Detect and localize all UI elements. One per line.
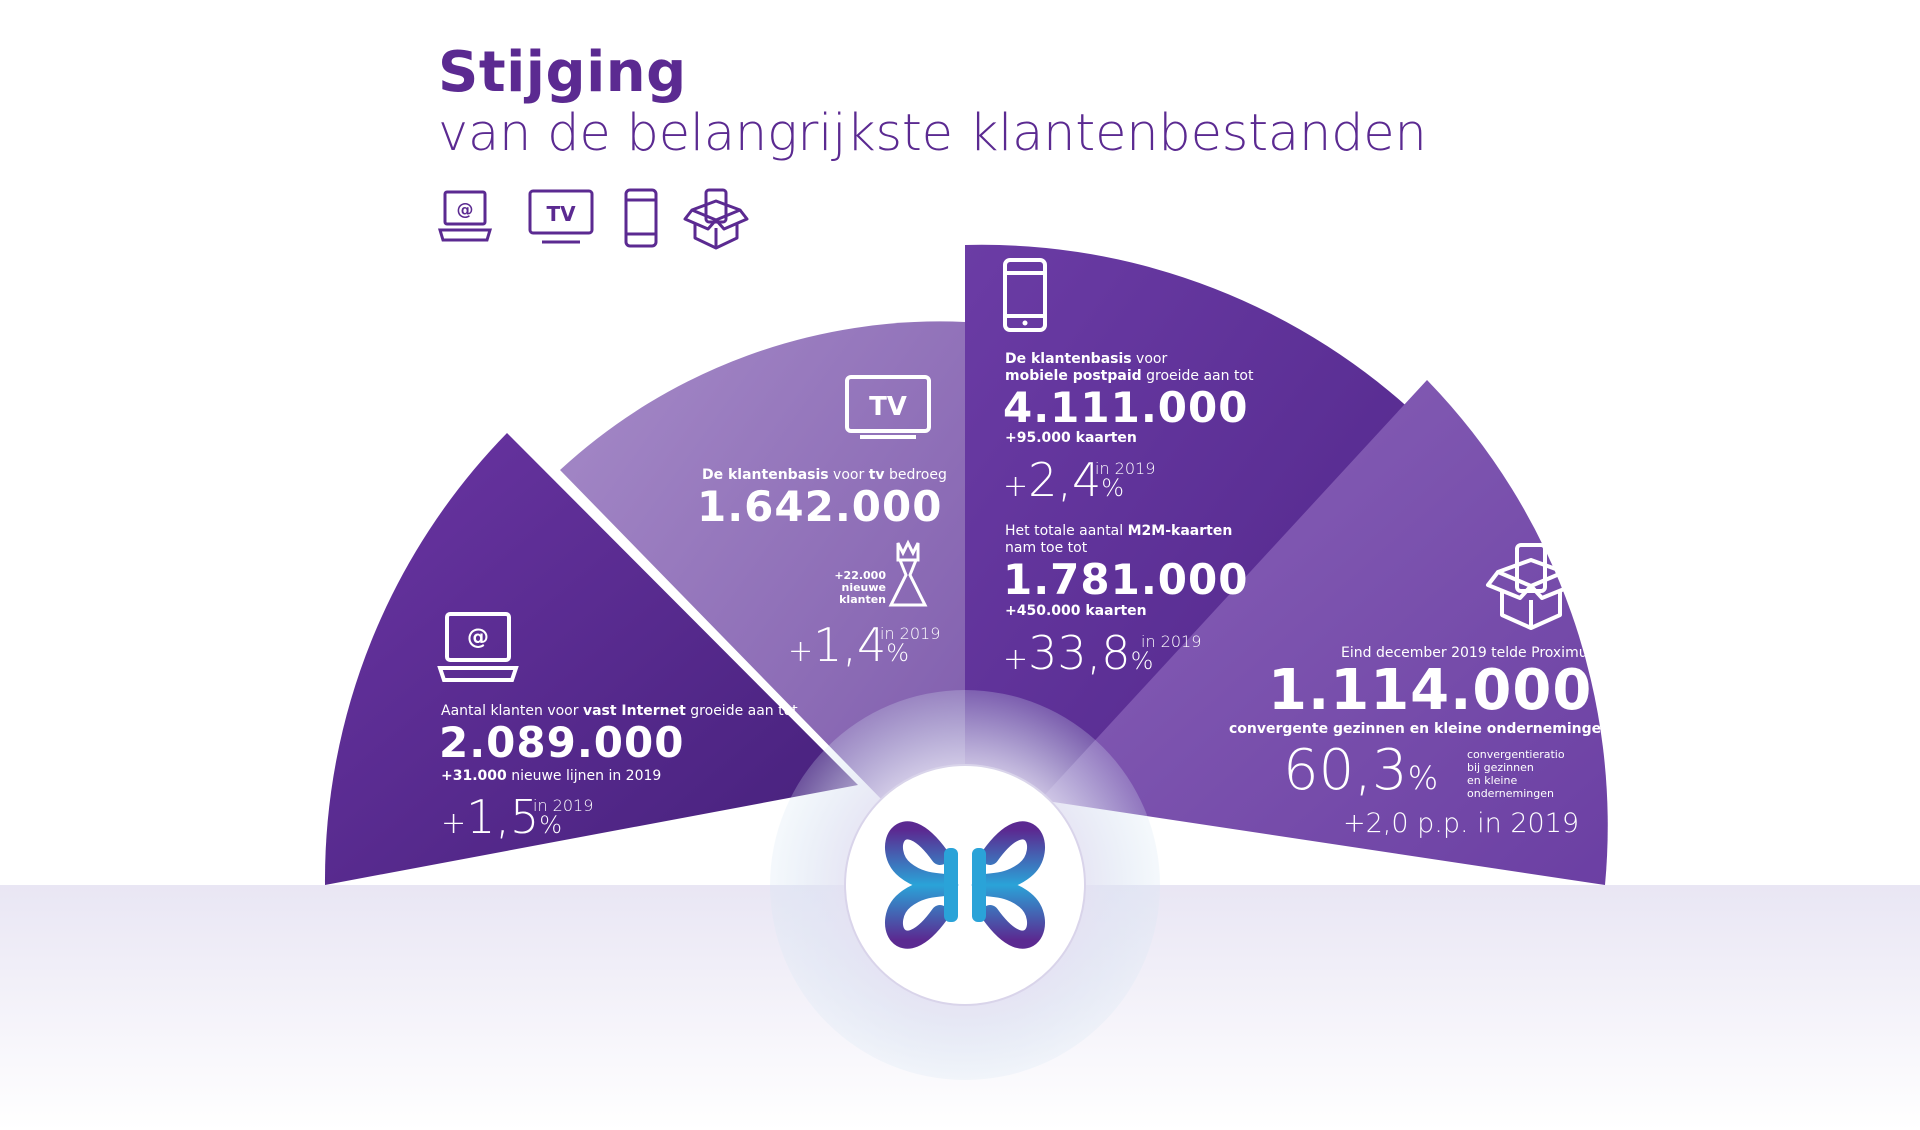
tv-icon-label: TV (869, 392, 907, 422)
mobile-value: 4.111.000 (1003, 383, 1249, 432)
tv-value: 1.642.000 (697, 482, 943, 531)
mobile-sub: +95.000 kaarten (1005, 430, 1137, 446)
convergent-ratio-note: convergentieratio bij gezinnen en kleine… (1467, 748, 1565, 800)
internet-label-pre: Aantal klanten voor (441, 703, 583, 719)
mobile-growth-pct: 2,4 (1028, 453, 1102, 507)
crown-figure-icon (888, 539, 928, 607)
header-icon-row: @ TV (438, 188, 749, 250)
tv-icon (528, 189, 594, 244)
tv-new-line3: klanten (839, 593, 886, 606)
tv-growth-sign: % (886, 639, 910, 667)
laptop-at-icon (437, 612, 519, 682)
internet-sub-bold: +31.000 (441, 768, 507, 784)
m2m-growth-year: in 2019 (1141, 632, 1202, 651)
m2m-sub: +450.000 kaarten (1005, 603, 1147, 619)
internet-label-bold: vast Internet (582, 703, 686, 719)
tv-label-pre: De klantenbasis (702, 467, 829, 483)
tv-growth: +1,4% in 2019 (788, 618, 940, 672)
internet-sub: +31.000 nieuwe lijnen in 2019 (441, 768, 661, 784)
internet-value: 2.089.000 (439, 718, 685, 767)
tv-label-bold: tv (868, 467, 885, 483)
smartphone-icon (1003, 258, 1047, 332)
tv-label-end: bedroeg (884, 467, 947, 483)
m2m-label-bold: M2M-kaarten (1127, 523, 1233, 539)
internet-growth-pct: 1,5 (466, 790, 540, 844)
internet-sub-post: nieuwe lijnen in 2019 (506, 768, 662, 784)
tv-new-line1: +22.000 (834, 569, 886, 582)
convergent-sub: convergente gezinnen en kleine ondernemi… (1229, 721, 1612, 737)
tv-label-post: voor (828, 467, 869, 483)
mobile-growth: +2,4% in 2019 (1003, 453, 1155, 507)
tv-icon (845, 375, 931, 439)
mobile-label-bold1: De klantenbasis (1005, 351, 1132, 367)
convergent-value: 1.114.000 (1268, 658, 1593, 723)
m2m-label-line2: nam toe tot (1005, 540, 1088, 556)
convergent-ratio-value: 60,3 (1283, 738, 1408, 803)
m2m-value: 1.781.000 (1003, 555, 1249, 604)
mobile-growth-sign: % (1101, 474, 1125, 502)
box-phone-icon (683, 188, 749, 250)
convergent-note-line4: ondernemingen (1467, 787, 1554, 800)
svg-text:TV: TV (546, 202, 576, 226)
convergent-note-line1: convergentieratio (1467, 748, 1565, 761)
mobile-label-post1: voor (1131, 351, 1168, 367)
convergent-ratio: 60,3% (1283, 738, 1438, 803)
tv-growth-pct: 1,4 (813, 618, 887, 672)
tv-growth-plus: + (788, 634, 814, 669)
smartphone-icon (624, 188, 658, 248)
laptop-at-icon (438, 190, 493, 242)
mobile-label-post2: groeide aan tot (1141, 368, 1254, 384)
proximus-logo (885, 821, 1045, 949)
internet-growth: +1,5% in 2019 (441, 790, 593, 844)
m2m-growth-plus: + (1003, 642, 1029, 677)
internet-growth-plus: + (441, 806, 467, 841)
box-phone-icon (1486, 543, 1576, 630)
mobile-label: De klantenbasis voor mobiele postpaid gr… (1005, 351, 1254, 385)
svg-text:@: @ (467, 625, 489, 650)
m2m-label-pre: Het totale aantal (1005, 523, 1128, 539)
tv-growth-year: in 2019 (880, 624, 941, 643)
internet-label-post: groeide aan tot (685, 703, 798, 719)
tv-new-line2: nieuwe (841, 581, 886, 594)
convergent-label: Eind december 2019 telde Proximus (1341, 645, 1595, 661)
internet-label: Aantal klanten voor vast Internet groeid… (441, 703, 798, 719)
tv-label: De klantenbasis voor tv bedroeg (702, 467, 947, 483)
mobile-growth-year: in 2019 (1095, 459, 1156, 478)
convergent-note-line2: bij gezinnen (1467, 761, 1534, 774)
convergent-ratio-sign: % (1407, 759, 1439, 797)
page-subtitle: van de belangrijkste klantenbestanden (438, 104, 1427, 163)
m2m-growth: +33,8% in 2019 (1003, 626, 1201, 680)
m2m-growth-sign: % (1130, 647, 1154, 675)
page-title: Stijging (438, 40, 687, 105)
convergent-pp: +2,0 p.p. in 2019 (1343, 808, 1580, 839)
mobile-label-bold2: mobiele postpaid (1005, 368, 1142, 384)
svg-text:@: @ (457, 200, 474, 220)
internet-growth-sign: % (539, 811, 563, 839)
internet-growth-year: in 2019 (533, 796, 594, 815)
tv-new-customers: +22.000 nieuwe klanten (822, 570, 886, 606)
m2m-label: Het totale aantal M2M-kaarten nam toe to… (1005, 523, 1232, 557)
mobile-growth-plus: + (1003, 469, 1029, 504)
m2m-growth-pct: 33,8 (1028, 626, 1131, 680)
convergent-note-line3: en kleine (1467, 774, 1518, 787)
